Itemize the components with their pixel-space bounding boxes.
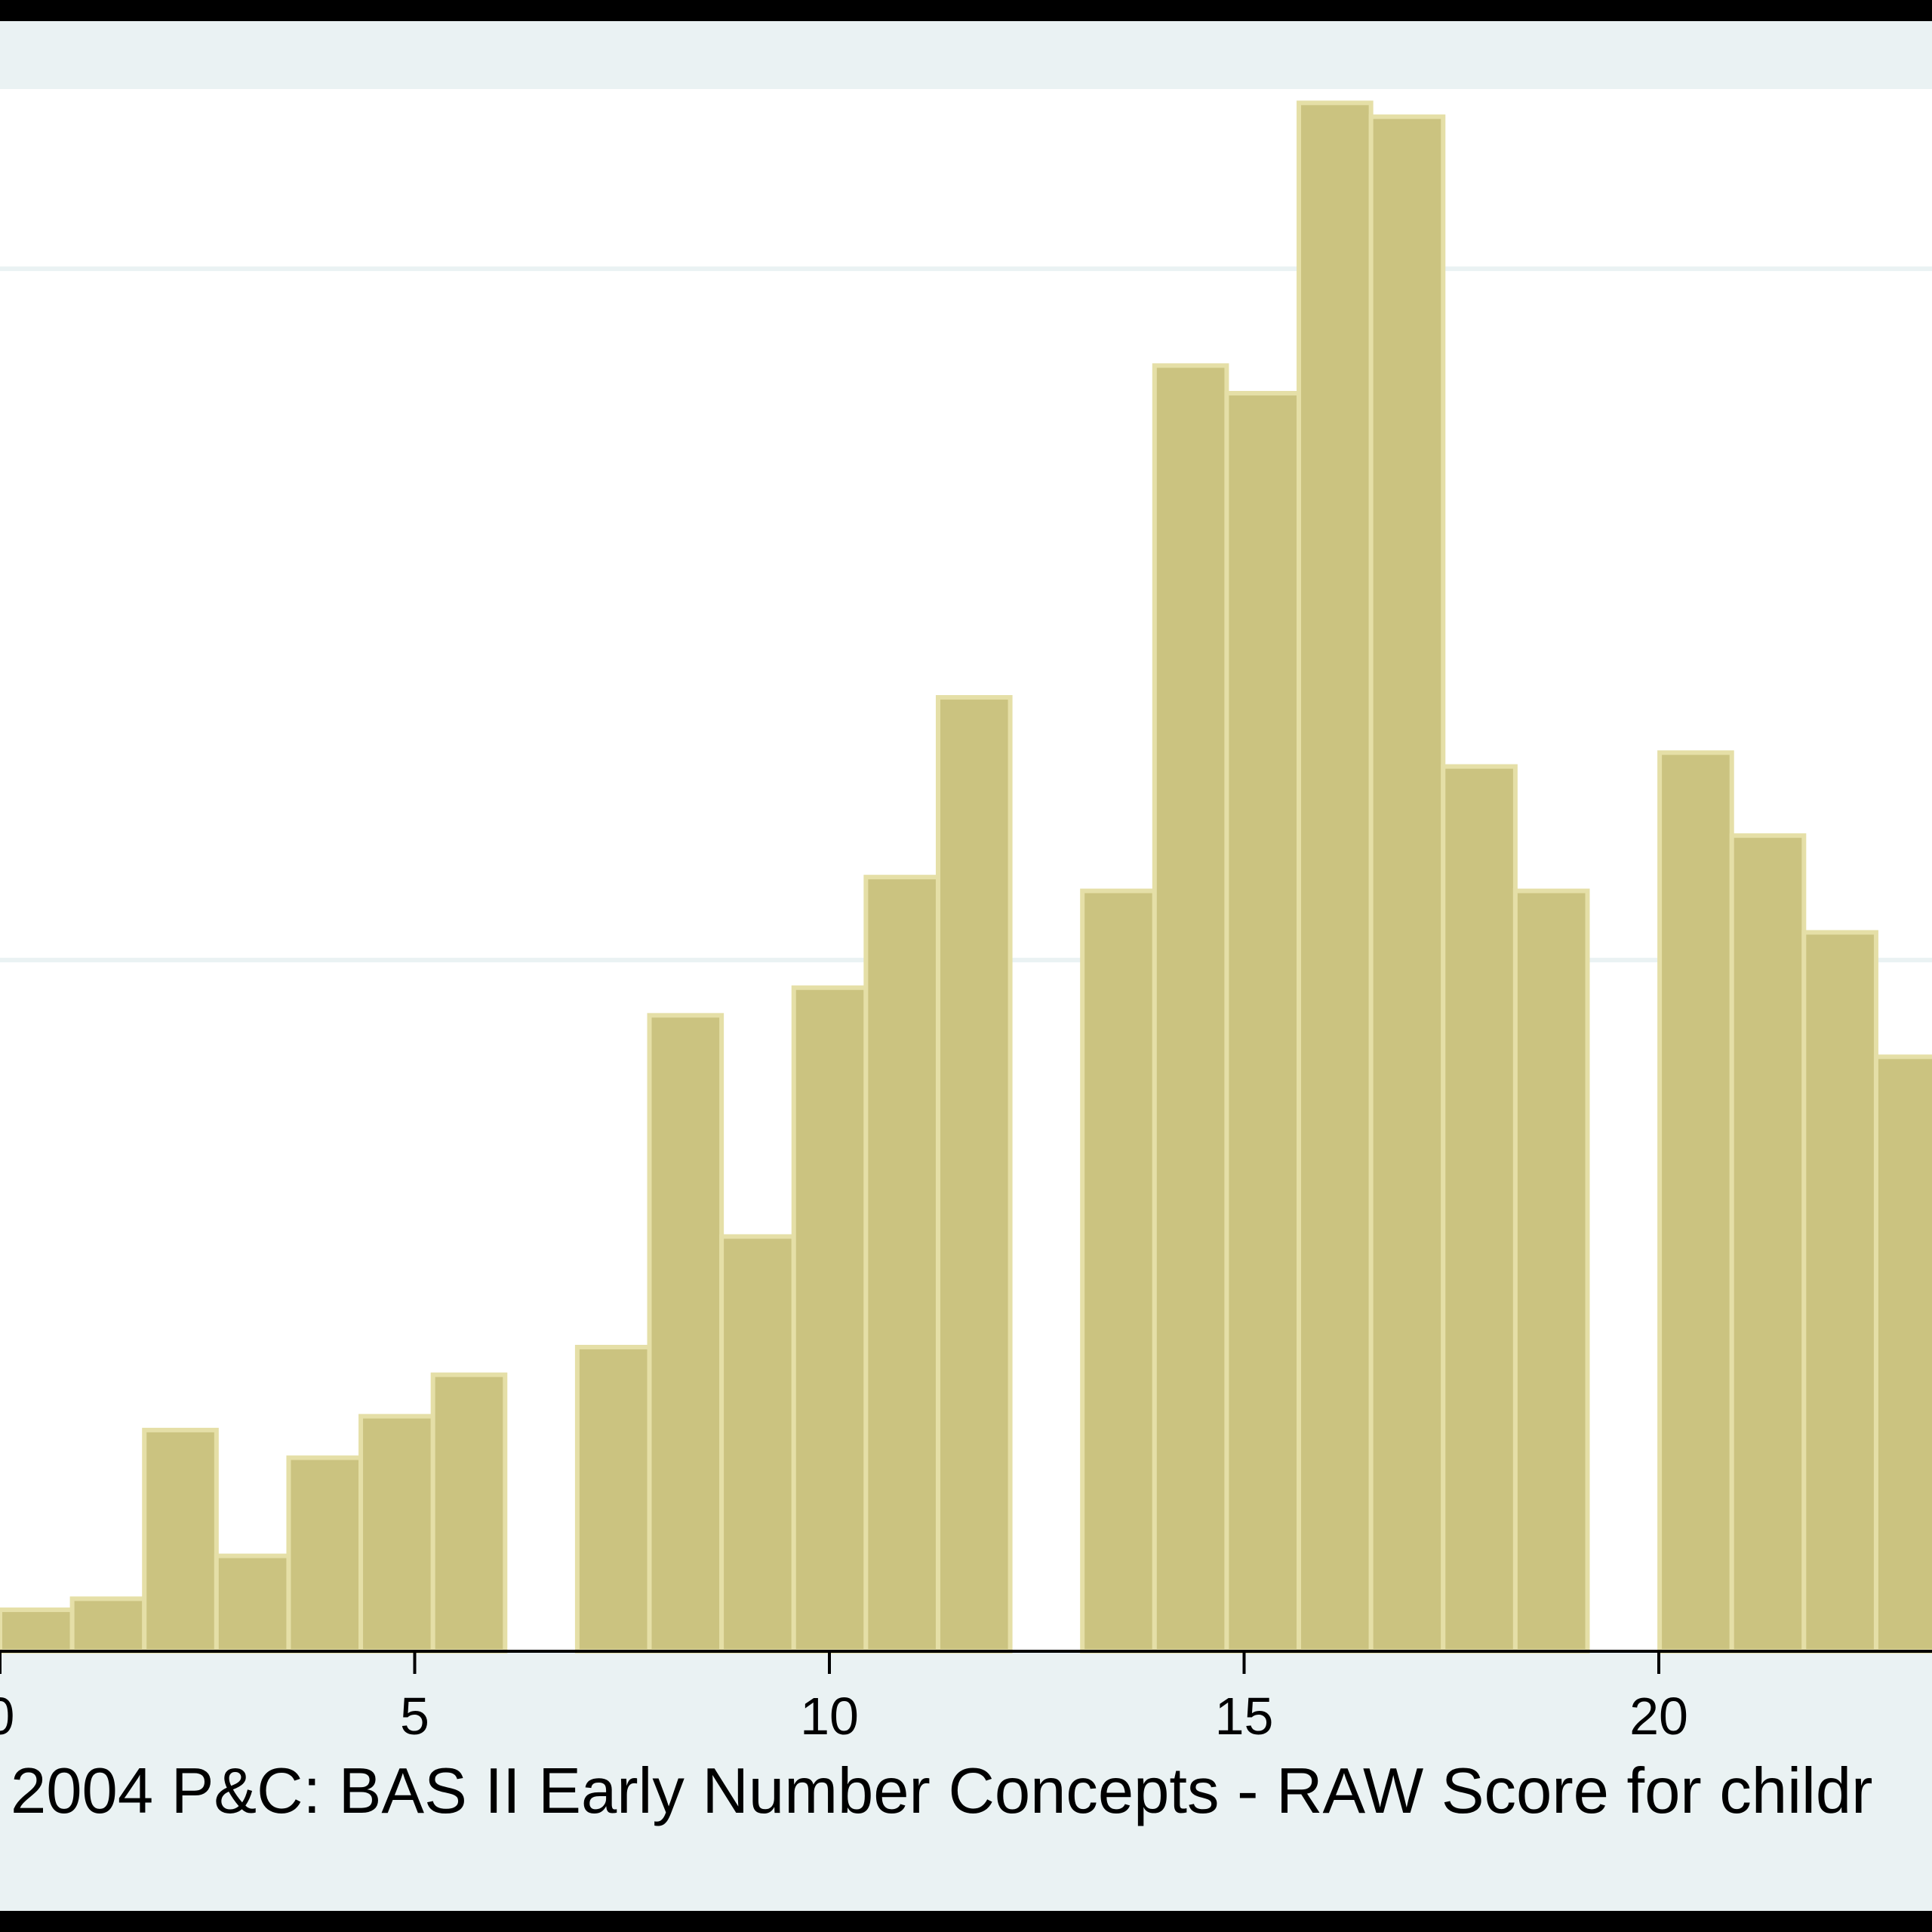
- histogram-bar: [719, 1234, 796, 1654]
- x-axis-ticks: 0 5 10 15 20: [0, 1651, 1688, 1746]
- histogram-bar: [358, 1414, 435, 1654]
- histogram-bar: [1873, 1054, 1932, 1654]
- histogram-bar: [1512, 888, 1590, 1654]
- histogram-bar: [1729, 833, 1807, 1654]
- histogram-bar: [286, 1455, 364, 1654]
- histogram-bar: [1152, 363, 1229, 1654]
- x-tick-label: 20: [1629, 1687, 1688, 1746]
- histogram-bar: [647, 1013, 724, 1654]
- x-tick-label: 5: [400, 1687, 429, 1746]
- histogram-bar: [430, 1372, 508, 1654]
- histogram-bar: [1297, 100, 1374, 1654]
- x-tick-label: 0: [0, 1687, 14, 1746]
- histogram-bar: [214, 1553, 291, 1654]
- histogram-bar: [791, 985, 869, 1654]
- histogram-bar: [1657, 750, 1734, 1654]
- histogram-bar: [69, 1596, 147, 1654]
- histogram-bar: [1801, 930, 1878, 1654]
- x-tick-label: 15: [1215, 1687, 1274, 1746]
- histogram-bar: [574, 1344, 652, 1654]
- x-axis-title: 2004 P&C: BAS II Early Number Concepts -…: [11, 1755, 1872, 1827]
- histogram-bar: [1368, 114, 1446, 1654]
- histogram-bar: [1441, 764, 1518, 1654]
- histogram-bars: [0, 100, 1932, 1654]
- histogram-bar: [0, 1607, 75, 1654]
- histogram-bar: [142, 1427, 219, 1654]
- x-tick-label: 10: [800, 1687, 859, 1746]
- histogram-bar: [863, 875, 940, 1654]
- histogram-bar: [935, 695, 1013, 1654]
- histogram-bar: [1080, 888, 1157, 1654]
- histogram-bar: [1224, 391, 1302, 1654]
